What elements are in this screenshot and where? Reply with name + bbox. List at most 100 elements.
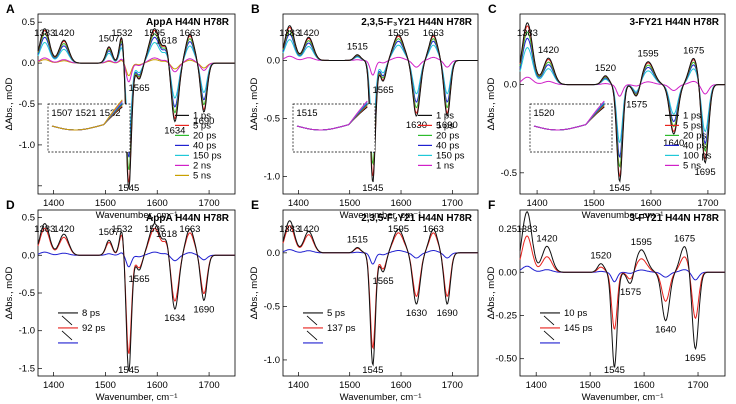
peak-label: 1690 — [437, 308, 458, 319]
legend-label: 20 ps — [436, 130, 459, 141]
peak-label: 1618 — [156, 229, 177, 240]
x-tick-label: 1700 — [199, 380, 220, 391]
inset-series-line — [51, 99, 123, 131]
legend-arrow — [61, 315, 73, 326]
peak-label: 1640 — [663, 138, 684, 149]
peak-label: 1575 — [620, 287, 641, 298]
peak-label: 1507 — [98, 227, 119, 238]
peak-label: 1545 — [118, 365, 139, 376]
peak-label: 1383 — [279, 224, 300, 235]
panel-letter: D — [6, 198, 15, 212]
peak-label: 1420 — [536, 233, 557, 244]
series-line-EADS-2 — [37, 227, 235, 354]
peak-label: 1532 — [111, 224, 132, 235]
series-line-5-ns — [519, 76, 725, 97]
peak-label: 1695 — [685, 353, 706, 364]
series-line-EADS-1 — [282, 220, 478, 367]
panel-letter: A — [6, 2, 15, 16]
peak-label: 1520 — [595, 63, 616, 74]
y-tick-label: -1.5 — [19, 363, 35, 374]
legend-label: 8 ps — [82, 308, 100, 319]
panel-letter: F — [488, 198, 495, 212]
y-tick-label: -0.5 — [264, 301, 280, 312]
series-line-1-ps — [37, 28, 235, 189]
y-tick-label: 0.00 — [499, 267, 518, 278]
x-tick-label: 1400 — [43, 198, 64, 209]
inset-peak-label: 1515 — [296, 108, 317, 119]
x-tick-label: 1400 — [43, 380, 64, 391]
series-line-100-ps — [519, 47, 725, 144]
x-tick-label: 1400 — [288, 380, 309, 391]
peak-label: 1545 — [362, 183, 383, 194]
inset-peak-label: 1507 — [51, 108, 72, 119]
peak-label: 1695 — [694, 167, 715, 178]
peak-label: 1690 — [193, 304, 214, 315]
peak-label: 1545 — [604, 365, 625, 376]
x-tick-label: 1700 — [442, 198, 463, 209]
legend-label: 1 ns — [436, 160, 454, 171]
peak-label: 1595 — [638, 49, 659, 60]
axes-frame — [282, 209, 479, 377]
peak-label: 1565 — [372, 85, 393, 96]
y-tick-label: -0.25 — [495, 310, 517, 321]
legend-label: 1 ps — [193, 110, 211, 121]
panel-title: 2,3,5-F₃Y21 H44N H78R — [361, 17, 473, 28]
panel-a: A AppA H44N H78R 1400 1500 1600 1700 -1.0 -0.5 0… — [4, 2, 236, 221]
peak-label: 1545 — [118, 183, 139, 194]
y-axis-label: ΔAbs., mOD — [4, 77, 15, 130]
peak-label: 1383 — [516, 224, 537, 235]
legend-label: 2 ns — [193, 160, 211, 171]
peak-label: 1663 — [423, 224, 444, 235]
y-tick-label: 0.5 — [22, 17, 35, 28]
peak-label: 1532 — [111, 28, 132, 39]
y-tick-label: -0.50 — [495, 354, 517, 365]
series-line-EADS-3 — [37, 251, 235, 268]
y-tick-label: 0.0 — [267, 248, 280, 259]
x-tick-label: 1700 — [442, 380, 463, 391]
series-line-1-ps — [519, 22, 725, 183]
y-tick-label: -1.0 — [264, 172, 280, 183]
series-line-EADS-3 — [519, 265, 725, 283]
series-line-150-ps — [37, 41, 235, 141]
y-tick-label: 0.5 — [22, 213, 35, 224]
x-tick-label: 1700 — [687, 380, 708, 391]
panel-title: 2,3,5-F₃Y21 H44N H78R — [361, 213, 473, 224]
y-tick-label: -0.5 — [501, 168, 517, 179]
peak-label: 1515 — [347, 42, 368, 53]
inset-series-line — [296, 100, 368, 131]
peak-label: 1383 — [517, 28, 538, 39]
peak-label: 1420 — [538, 45, 559, 56]
x-axis-label: Wavenumber, cm⁻¹ — [96, 210, 178, 221]
x-axis-label: Wavenumber, cm⁻¹ — [340, 392, 422, 403]
panel-f: F 3-FY21 H44N H78R 1400 1500 1600 1700 -0.50 -0… — [486, 198, 726, 403]
x-tick-label: 1600 — [147, 380, 168, 391]
y-tick-label: -1.0 — [19, 326, 35, 337]
peak-label: 1515 — [347, 234, 368, 245]
legend-label: 10 ps — [564, 308, 587, 319]
inset-peak-label: 1532 — [99, 108, 120, 119]
x-tick-label: 1400 — [527, 198, 548, 209]
x-tick-label: 1600 — [390, 380, 411, 391]
y-tick-label: 0.0 — [22, 58, 35, 69]
legend-label: 40 ps — [193, 140, 216, 151]
peak-label: 1520 — [590, 251, 611, 262]
x-tick-label: 1600 — [390, 198, 411, 209]
series-line-EADS-1 — [519, 211, 725, 369]
peak-label: 1663 — [179, 224, 200, 235]
x-tick-label: 1400 — [526, 380, 547, 391]
peak-label: 1675 — [674, 234, 695, 245]
peak-label: 1383 — [279, 28, 300, 39]
panel-letter: B — [251, 2, 260, 16]
legend-label: 145 ps — [564, 323, 593, 334]
series-line-150-ps — [282, 39, 478, 135]
y-tick-label: -1.0 — [264, 355, 280, 366]
x-tick-label: 1500 — [339, 380, 360, 391]
y-axis-label: ΔAbs., mOD — [249, 266, 260, 319]
legend-label: 5 ps — [193, 120, 211, 131]
legend-arrow — [61, 330, 73, 341]
panel-letter: C — [488, 2, 497, 16]
legend-label: 5 ns — [193, 170, 211, 181]
x-axis-label: Wavenumber, cm⁻¹ — [582, 392, 664, 403]
series-line-2-ns — [37, 57, 235, 83]
peak-label: 1690 — [193, 116, 214, 127]
